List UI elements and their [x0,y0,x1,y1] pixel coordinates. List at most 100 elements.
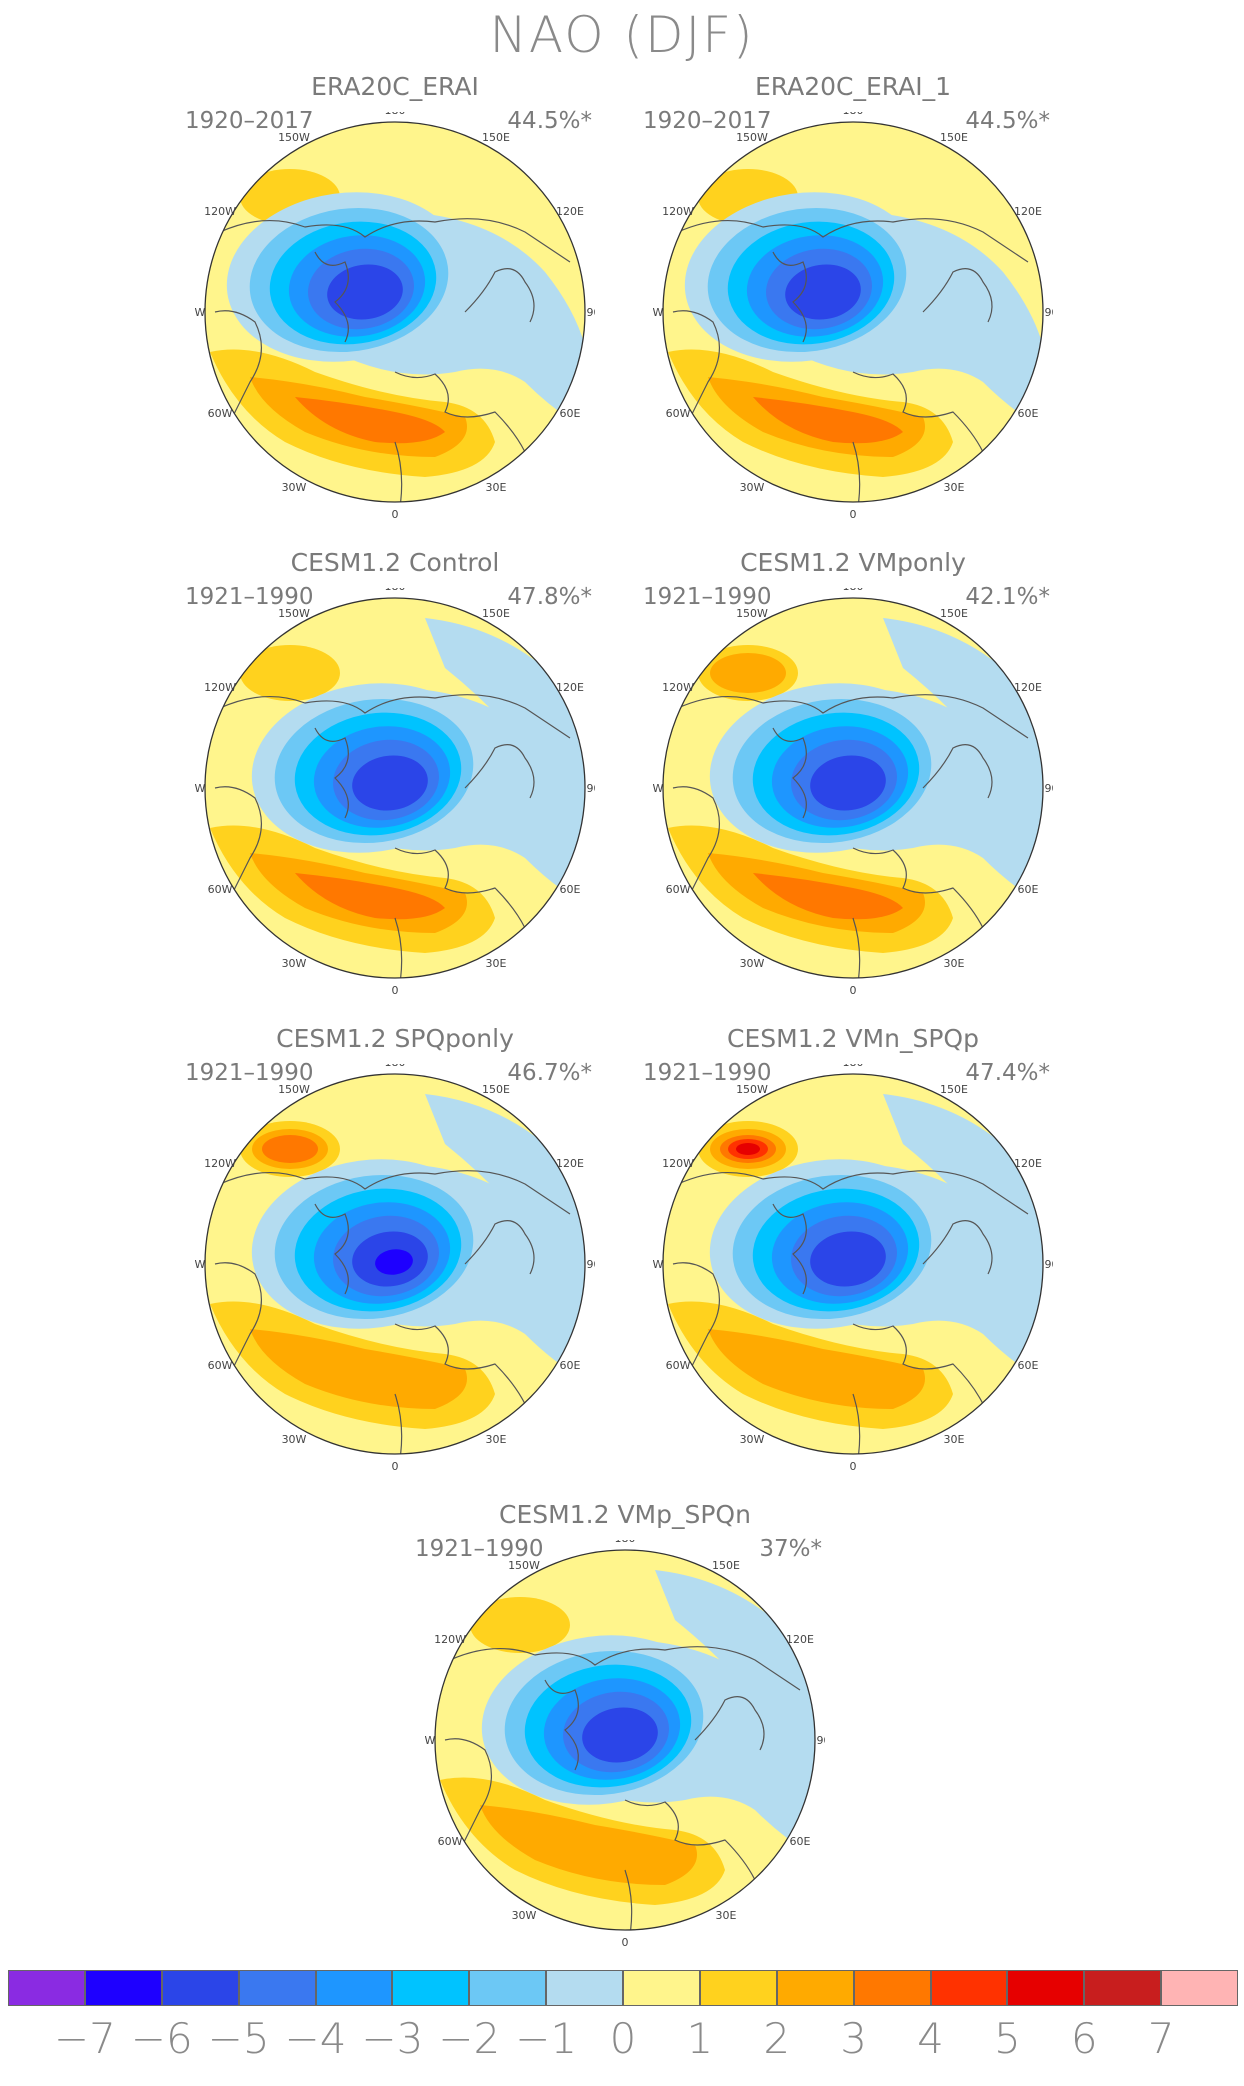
longitude-label-l90e: 90E [587,782,595,795]
longitude-label-l150e: 150E [940,1083,968,1096]
polar-map: 180 150W 150E 120W 120E 90W 90E 60W 60E 30W 30E 0 [195,112,595,521]
longitude-label-l0: 0 [850,1460,857,1473]
longitude-label-l150w: 150W [736,607,768,620]
longitude-label-l60e: 60E [559,407,580,420]
longitude-label-l150e: 150E [940,131,968,144]
negative-contour-6 [582,1707,658,1763]
coastline [219,1170,571,1215]
polar-map: 180 150W 150E 120W 120E 90W 90E 60W 60E 30W 30E 0 [653,1064,1053,1473]
colorbar-swatch [238,1970,316,2006]
map-border [434,1549,816,1931]
longitude-label-l60w: 60W [438,1835,463,1848]
panel-variance: 37%* [759,1536,822,1562]
panel-years: 1920–2017 [185,108,314,134]
colorbar-swatch [930,1970,1008,2006]
longitude-label-l120e: 120E [1014,681,1042,694]
coastline [464,1220,535,1275]
longitude-label-l90w: 90W [195,782,206,795]
colorbar-tick-label: −6 [130,2014,193,2063]
longitude-label-l90e: 90E [1045,782,1053,795]
panel-title: ERA20C_ERAI_1 [754,72,952,101]
longitude-label-l120w: 120W [434,1633,466,1646]
colorbar-tick-label: −4 [284,2014,347,2063]
positive-contour-2 [480,1805,697,1885]
colorbar-tick-label: 6 [1070,2014,1098,2063]
map-panel-cesm-vmponly: CESM1.2 VMponly 1921–1990 42.1%* 180 150W… [618,548,1088,1018]
panel-years: 1921–1990 [185,584,314,610]
longitude-label-l90w: 90W [425,1734,436,1747]
longitude-label-l120w: 120W [662,681,694,694]
coastline [444,1738,493,1861]
panel-variance: 42.1%* [965,584,1050,610]
longitude-label-l30e: 30E [716,1909,737,1922]
coastline [314,251,349,343]
longitude-label-l150w: 150W [278,131,310,144]
coastline [922,744,993,799]
longitude-label-l120w: 120W [662,205,694,218]
longitude-label-l150w: 150W [736,1083,768,1096]
colorbar-swatch [1007,1970,1085,2006]
longitude-label-l0: 0 [392,1460,399,1473]
longitude-label-l150e: 150E [482,607,510,620]
coastline [394,917,403,978]
longitude-label-l90w: 90W [653,782,664,795]
coastline [624,1799,756,1881]
panel-variance: 44.5%* [965,108,1050,134]
longitude-label-l30e: 30E [486,481,507,494]
longitude-label-l60w: 60W [208,883,233,896]
coastline [672,1262,721,1385]
colorbar-swatch [315,1970,393,2006]
coastline [922,1220,993,1275]
longitude-label-l180: 180 [385,112,406,117]
longitude-label-l120w: 120W [204,681,236,694]
panel-variance: 44.5%* [507,108,592,134]
coastline [772,251,807,343]
longitude-label-l120w: 120W [204,205,236,218]
longitude-label-l30e: 30E [486,1433,507,1446]
map-panel-cesm-vmp-spqn: CESM1.2 VMp_SPQn 1921–1990 37%* 180150W1… [390,1500,860,1970]
longitude-label-l60w: 60W [666,883,691,896]
longitude-label-l90e: 90E [587,1258,595,1271]
longitude-label-l90e: 90E [587,306,595,319]
coastline [772,727,807,819]
colorbar-legend: −7 −6 −5 −4 −3 −2 −1 0 1 2 3 4 5 6 7 [8,1970,1238,2080]
longitude-label-l30w: 30W [740,1433,765,1446]
map-border [662,1073,1044,1455]
longitude-label-l30e: 30E [944,481,965,494]
pacific-positive-contour-2 [710,653,786,693]
map-border [662,121,1044,503]
polar-map: 180 150W 150E 120W 120E 90W 90E 60W 60E 30W 30E 0 [425,1540,825,1949]
colorbar-tick-label: 5 [994,2014,1021,2063]
colorbar-tick-label: 7 [1147,2014,1175,2063]
coastline [852,847,984,929]
map-border [204,1073,586,1455]
longitude-label-l120w: 120W [204,1157,236,1170]
panel-title: CESM1.2 SPQponly [276,1024,514,1053]
longitude-label-l90e: 90E [1045,1258,1053,1271]
longitude-label-l60w: 60W [666,1359,691,1372]
colorbar-swatch [1161,1970,1238,2006]
longitude-label-l90w: 90W [653,306,664,319]
longitude-label-l90e: 90E [817,1734,825,1747]
colorbar-swatch [161,1970,239,2006]
longitude-label-l30e: 30E [486,957,507,970]
longitude-label-l150e: 150E [482,131,510,144]
pacific-positive-contour-1 [470,1597,570,1653]
longitude-label-l180: 180 [385,588,406,593]
negative-contour-6 [810,755,886,811]
longitude-label-l30w: 30W [740,481,765,494]
longitude-label-l30e: 30E [944,957,965,970]
longitude-label-l120w: 120W [662,1157,694,1170]
coastline [677,694,1029,739]
colorbar-tick-label: −2 [438,2014,501,2063]
longitude-label-l150w: 150W [508,1559,540,1572]
coastline [394,1323,526,1405]
negative-contour-6 [785,264,861,320]
longitude-label-l30w: 30W [740,957,765,970]
colorbar-swatch [546,1970,623,2006]
panel-title: CESM1.2 VMn_SPQp [727,1024,979,1053]
longitude-label-l120e: 120E [1014,205,1042,218]
coastline [922,268,993,323]
coastline [852,917,861,978]
longitude-label-l30w: 30W [282,957,307,970]
